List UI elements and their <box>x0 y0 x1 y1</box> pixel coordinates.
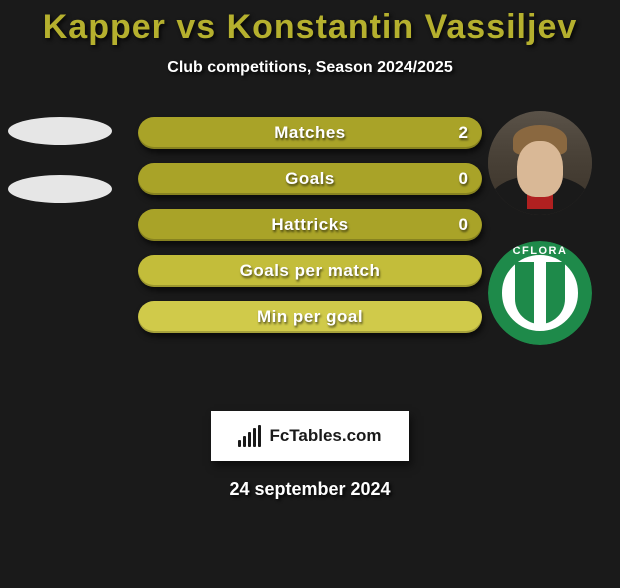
club-badge: CFLORA <box>488 241 592 345</box>
player-placeholder-2 <box>8 175 112 203</box>
subtitle: Club competitions, Season 2024/2025 <box>0 59 620 77</box>
logo-bar <box>248 432 251 447</box>
stat-bar-gpm: Goals per match <box>138 255 482 287</box>
logo-bar <box>253 428 256 447</box>
logo-bar <box>258 425 261 447</box>
logo-bar <box>243 436 246 447</box>
badge-stripe <box>534 262 546 324</box>
date-line: 24 september 2024 <box>0 479 620 500</box>
comparison-area: Matches 2 Goals 0 Hattricks 0 Goals per … <box>0 107 620 387</box>
stat-bar-goals: Goals 0 <box>138 163 482 195</box>
stat-value-right: 0 <box>459 169 468 189</box>
right-player-column: CFLORA <box>488 111 598 345</box>
stat-label: Matches <box>138 123 482 143</box>
stat-bar-matches: Matches 2 <box>138 117 482 149</box>
player-placeholder-1 <box>8 117 112 145</box>
badge-text: CFLORA <box>513 245 568 257</box>
logo-bar <box>238 440 241 447</box>
player-photo <box>488 111 592 215</box>
photo-face <box>517 141 563 197</box>
stat-label: Goals per match <box>138 261 482 281</box>
stat-label: Min per goal <box>138 307 482 327</box>
brand-text: FcTables.com <box>269 426 381 446</box>
stat-value-right: 2 <box>459 123 468 143</box>
comparison-infographic: Kapper vs Konstantin Vassiljev Club comp… <box>0 8 620 500</box>
page-title: Kapper vs Konstantin Vassiljev <box>0 8 620 47</box>
stat-label: Hattricks <box>138 215 482 235</box>
stat-bar-hattricks: Hattricks 0 <box>138 209 482 241</box>
brand-card: FcTables.com <box>211 411 409 461</box>
left-player-column <box>8 117 118 233</box>
stat-label: Goals <box>138 169 482 189</box>
brand-logo-icon <box>238 425 261 447</box>
stat-bar-mpg: Min per goal <box>138 301 482 333</box>
stat-value-right: 0 <box>459 215 468 235</box>
stats-bars: Matches 2 Goals 0 Hattricks 0 Goals per … <box>138 117 482 347</box>
